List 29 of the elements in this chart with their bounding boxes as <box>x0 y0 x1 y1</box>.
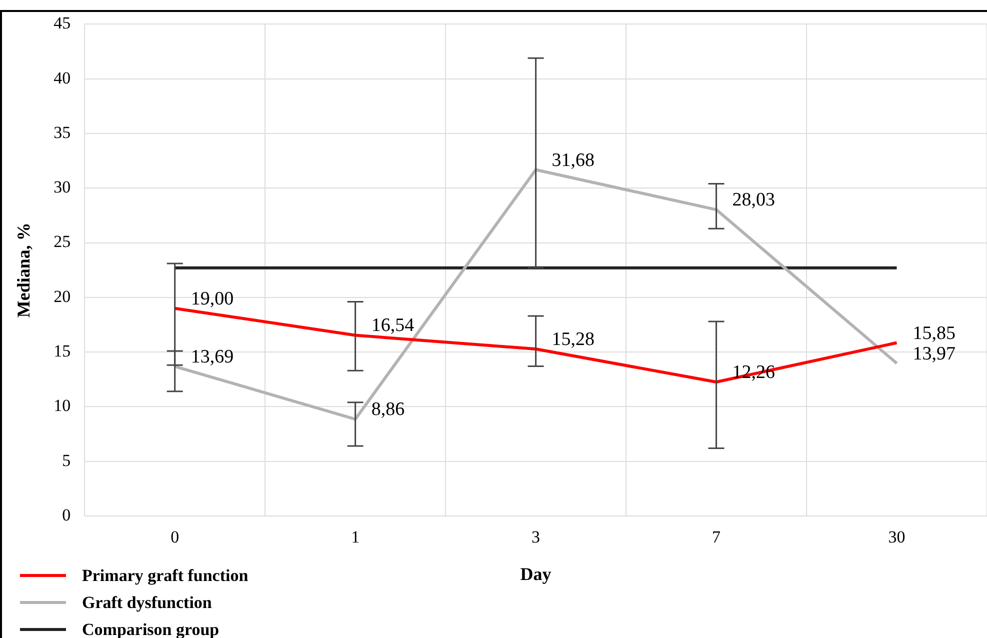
data-label: 15,28 <box>552 328 595 350</box>
y-tick-label: 10 <box>54 396 71 416</box>
y-tick-label: 30 <box>54 178 71 197</box>
x-tick-label: 7 <box>712 528 722 547</box>
y-tick-label: 5 <box>62 450 71 470</box>
x-tick-label: 30 <box>888 528 906 547</box>
x-axis-title: Day <box>520 564 552 584</box>
data-label: 13,97 <box>912 343 956 364</box>
legend-label: Comparison group <box>82 620 220 638</box>
legend-label: Primary graft function <box>82 566 248 586</box>
y-tick-label: 15 <box>54 342 71 361</box>
y-tick-label: 20 <box>54 286 71 306</box>
x-tick-label: 1 <box>351 528 360 547</box>
y-tick-label: 45 <box>54 14 71 33</box>
data-label: 19,00 <box>190 288 234 310</box>
y-tick-label: 0 <box>62 505 71 524</box>
y-axis-title: Mediana, % <box>13 222 34 318</box>
data-label: 31,68 <box>552 150 595 171</box>
y-tick-label: 35 <box>54 122 71 142</box>
x-tick-label: 0 <box>170 528 180 547</box>
y-tick-label: 40 <box>54 68 71 88</box>
data-label: 8,86 <box>371 399 405 420</box>
data-label: 13,69 <box>190 346 234 368</box>
legend-label: Graft dysfunction <box>82 592 212 612</box>
data-label: 28,03 <box>732 190 776 211</box>
y-tick-label: 25 <box>54 232 71 252</box>
data-label: 16,54 <box>371 315 415 336</box>
data-label: 15,85 <box>912 322 956 344</box>
x-tick-label: 3 <box>532 528 540 547</box>
